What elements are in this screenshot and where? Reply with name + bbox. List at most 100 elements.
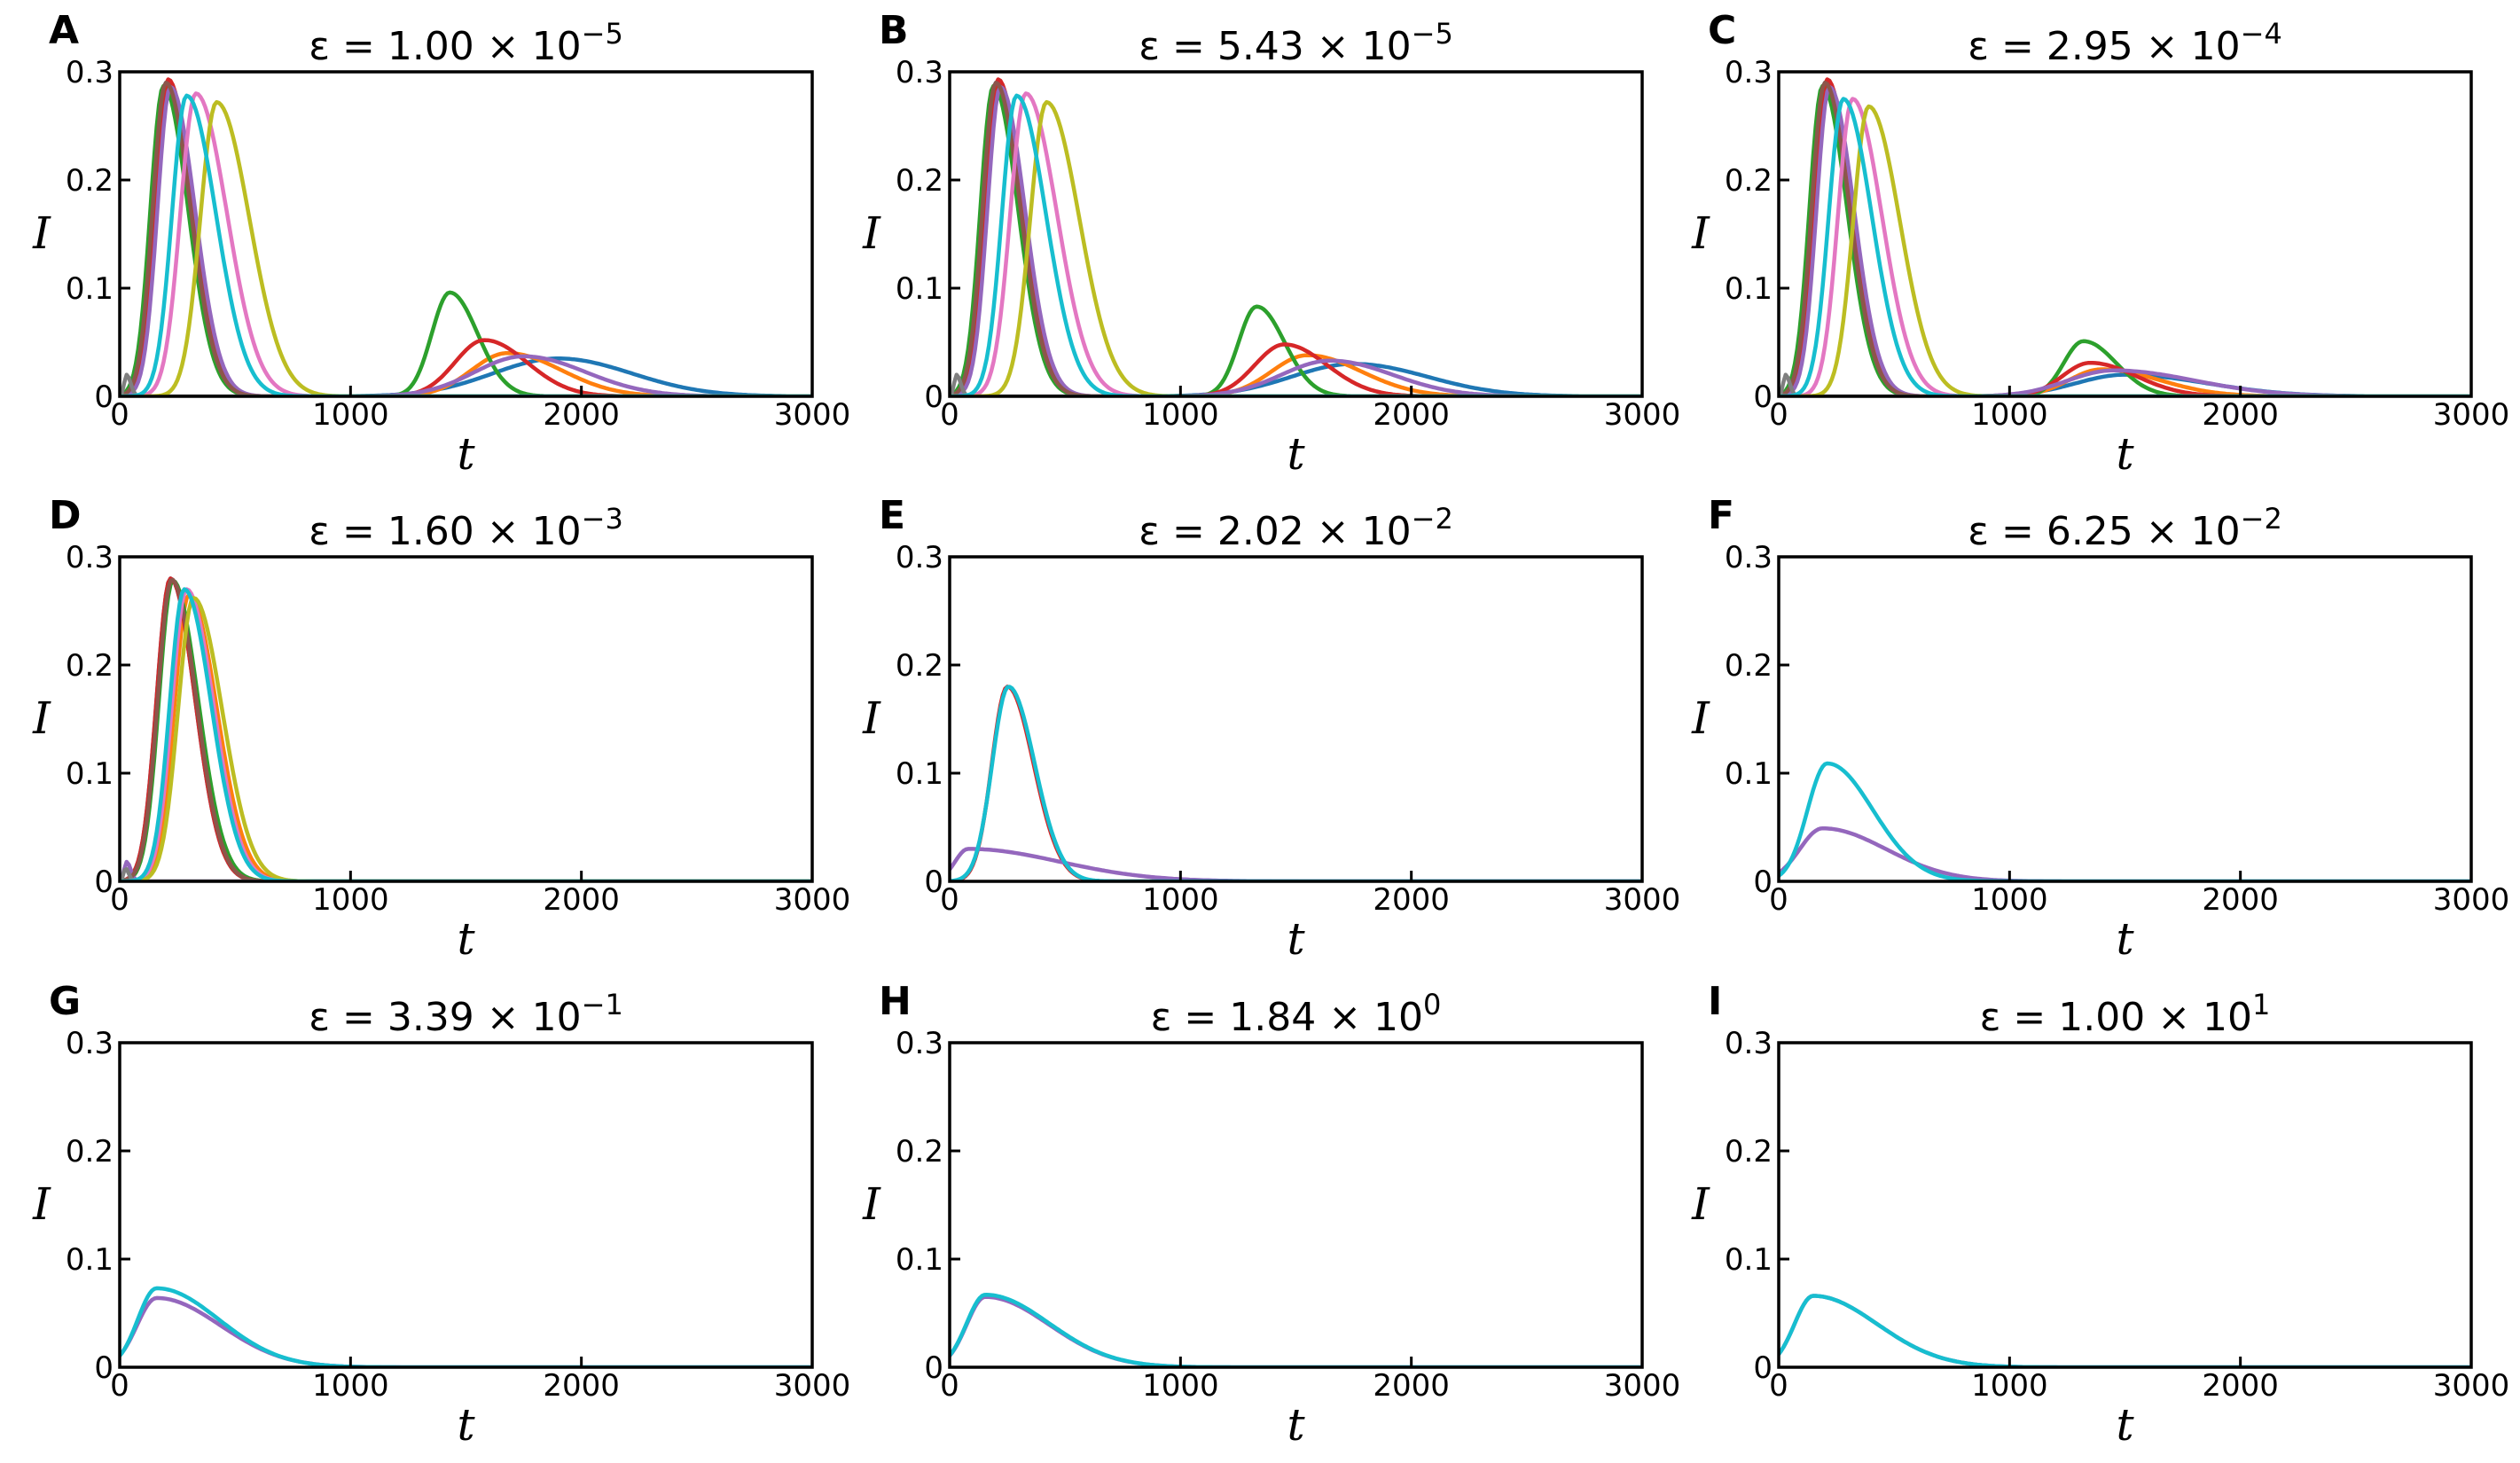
series-line-5 (120, 577, 812, 881)
y-tick-label: 0.1 (896, 756, 943, 792)
title-prefix: ε = (1968, 509, 2047, 554)
x-tick-label: 1000 (312, 397, 389, 433)
series-line-0 (120, 1295, 812, 1367)
x-axis-label: t (457, 913, 475, 965)
title-exponent: −4 (2241, 17, 2282, 51)
y-tick-label: 0.2 (896, 163, 943, 199)
y-tick-label: 0 (1753, 864, 1773, 900)
x-tick-label: 0 (110, 882, 129, 918)
x-tick-label: 2000 (1373, 397, 1450, 433)
series-line-8 (950, 99, 1642, 396)
x-tick-label: 0 (940, 1368, 959, 1404)
series-line-1 (950, 1293, 1642, 1367)
axes-frame (948, 1041, 1644, 1369)
title-prefix: ε = (309, 995, 387, 1040)
series-group (1779, 1294, 2471, 1367)
y-tick-label: 0.3 (66, 1026, 113, 1061)
series-line-2 (950, 83, 1642, 396)
title-mantissa: 1.60 (387, 509, 474, 554)
series-line-1 (950, 847, 1642, 881)
series-line-2 (950, 685, 1642, 881)
panel-letter: I (1708, 979, 1722, 1024)
x-tick-label: 2000 (2202, 882, 2279, 918)
panel-i: 0 1000 2000 3000 0 0.1 0.2 0.3 t I I ε = 1.00 × 101 (1691, 979, 2509, 1451)
y-tick-label: 0.3 (1725, 1026, 1773, 1061)
series-line-9 (120, 587, 812, 881)
panel-title: ε = 1.84 × 100 (1151, 988, 1442, 1040)
x-tick-label: 3000 (1604, 397, 1681, 433)
title-times: × 10 (1304, 24, 1412, 69)
title-prefix: ε = (309, 24, 387, 69)
x-tick-label: 3000 (2433, 1368, 2510, 1404)
y-tick-label: 0.1 (1725, 271, 1773, 307)
title-times: × 10 (474, 509, 582, 554)
series-line-3 (120, 77, 812, 396)
panel-letter: B (879, 8, 909, 53)
x-axis-label: t (457, 1399, 475, 1451)
x-axis-label: t (1287, 428, 1305, 480)
series-group (950, 77, 1642, 396)
x-tick-label: 3000 (774, 882, 851, 918)
series-line-5 (120, 80, 812, 396)
x-tick-label: 0 (1769, 1368, 1788, 1404)
panel-title: ε = 5.43 × 10−5 (1139, 17, 1453, 69)
panel-title: ε = 1.60 × 10−3 (309, 502, 623, 554)
panel-d: 0 1000 2000 3000 0 0.1 0.2 0.3 t I D ε = 1.60 × 10−… (32, 493, 850, 965)
y-axis-label: I (862, 692, 881, 744)
series-line-0 (950, 80, 1642, 396)
panel-letter: G (49, 979, 81, 1024)
x-tick-label: 2000 (2202, 1368, 2279, 1404)
y-axis-label: I (32, 207, 51, 259)
title-times: × 10 (474, 995, 582, 1040)
panel-letter: A (49, 8, 79, 53)
title-exponent: −2 (2241, 502, 2282, 536)
series-group (120, 1286, 812, 1367)
x-tick-label: 2000 (2202, 397, 2279, 433)
series-line-0 (950, 685, 1642, 881)
series-line-6 (120, 587, 812, 881)
y-axis-label: I (862, 1178, 881, 1230)
x-tick-label: 1000 (1142, 882, 1219, 918)
series-line-9 (950, 93, 1642, 396)
panel-b: 0 1000 2000 3000 0 0.1 0.2 0.3 t I B ε = 5.43 × 10−… (862, 8, 1680, 480)
title-times: × 10 (1316, 995, 1423, 1040)
title-times: × 10 (1304, 509, 1412, 554)
y-tick-label: 0.3 (1725, 55, 1773, 90)
y-tick-label: 0.1 (1725, 1242, 1773, 1278)
title-exponent: −5 (582, 17, 623, 51)
title-prefix: ε = (1151, 995, 1230, 1040)
title-times: × 10 (2133, 24, 2241, 69)
title-exponent: −1 (582, 988, 623, 1021)
y-tick-label: 0.2 (1725, 648, 1773, 684)
title-mantissa: 1.00 (387, 24, 474, 69)
title-times: × 10 (2145, 995, 2252, 1040)
series-line-5 (1779, 80, 2471, 396)
y-tick-label: 0.2 (1725, 163, 1773, 199)
series-line-8 (120, 99, 812, 396)
x-tick-label: 0 (1769, 882, 1788, 918)
axes-frame (1777, 1041, 2473, 1369)
series-line-2 (120, 578, 812, 881)
axes-frame (1777, 70, 2473, 398)
panel-f: 0 1000 2000 3000 0 0.1 0.2 0.3 t I F ε = 6.25 × 10−… (1691, 493, 2509, 965)
y-tick-label: 0 (924, 864, 943, 900)
y-tick-label: 0.3 (1725, 540, 1773, 575)
series-line-6 (1779, 97, 2471, 396)
panel-letter: E (879, 493, 905, 538)
x-tick-label: 3000 (1604, 882, 1681, 918)
x-tick-label: 2000 (543, 397, 620, 433)
series-line-3 (950, 77, 1642, 396)
series-line-6 (120, 91, 812, 396)
y-tick-label: 0 (1753, 1350, 1773, 1386)
y-tick-label: 0.3 (66, 55, 113, 90)
axes-frame (1777, 555, 2473, 883)
x-tick-label: 2000 (1373, 1368, 1450, 1404)
x-tick-label: 0 (940, 397, 959, 433)
title-prefix: ε = (1139, 509, 1217, 554)
title-prefix: ε = (309, 509, 387, 554)
x-tick-label: 2000 (543, 882, 620, 918)
title-prefix: ε = (1980, 995, 2059, 1040)
y-tick-label: 0.1 (896, 271, 943, 307)
panel-title: ε = 2.02 × 10−2 (1139, 502, 1453, 554)
